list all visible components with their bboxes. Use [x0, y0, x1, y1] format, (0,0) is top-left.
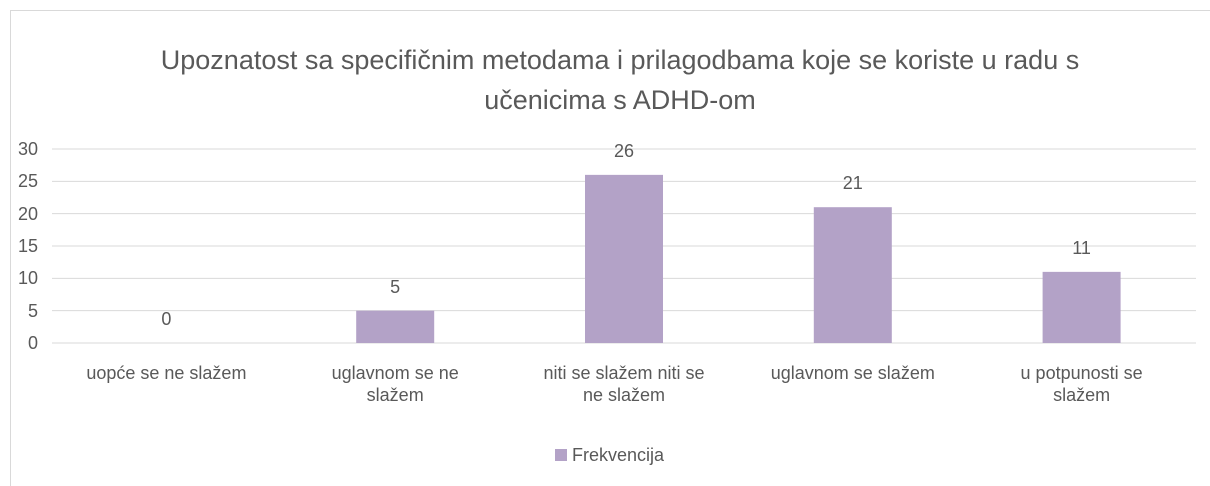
- data-label: 26: [613, 140, 635, 161]
- y-tick-label: 0: [27, 333, 38, 353]
- y-tick-label: 15: [17, 236, 38, 256]
- y-tick-label: 5: [27, 300, 38, 321]
- x-tick-label: uglavnom se ne slažem: [331, 363, 459, 405]
- data-label: 5: [390, 276, 401, 297]
- x-tick-label: uglavnom se slažem: [770, 363, 935, 383]
- data-label: 11: [1072, 237, 1091, 258]
- bar: [1042, 271, 1121, 343]
- bar: [585, 174, 663, 343]
- y-tick-label: 25: [17, 171, 38, 192]
- x-tick-label: niti se slažem niti se ne slažem: [543, 363, 705, 405]
- chart-title: Upoznatost sa specifičnim metodama i pri…: [160, 45, 1080, 115]
- legend-label: Frekvencija: [572, 445, 665, 465]
- x-tick-label: uopće se ne slažem: [86, 363, 247, 383]
- y-tick-label: 20: [17, 203, 38, 224]
- data-label: 0: [161, 309, 172, 329]
- y-tick-label: 30: [17, 139, 38, 159]
- legend-swatch: [555, 449, 567, 461]
- chart-border: [10, 10, 1210, 486]
- x-tick-label: u potpunosti se slažem: [1020, 363, 1143, 405]
- bar: [813, 207, 892, 343]
- y-tick-label: 10: [17, 268, 38, 289]
- bar: [356, 310, 435, 343]
- data-label: 21: [842, 173, 863, 194]
